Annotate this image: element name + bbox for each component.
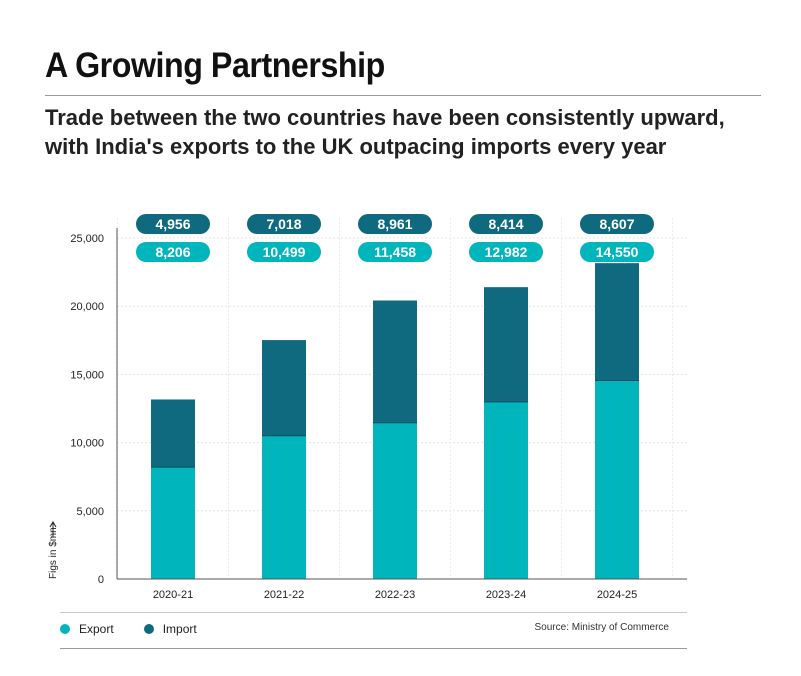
- y-tick-label: 15,000: [70, 369, 104, 381]
- axis-layer: 0 5,000 10,000 15,000 20,000 25,000 Figs in $m…: [48, 228, 687, 601]
- export-value-pill: [136, 242, 210, 262]
- import-value-pill: [247, 214, 321, 234]
- import-value-label: 7,018: [266, 216, 301, 232]
- bar-export-2024-25: [595, 380, 639, 579]
- export-value-label: 8,206: [155, 244, 190, 260]
- import-value-pill: [580, 214, 654, 234]
- source-note: Source: Ministry of Commerce: [534, 622, 669, 633]
- x-tick-label: 2023-24: [486, 589, 526, 601]
- bar-import-2022-23: [373, 300, 417, 423]
- x-tick-label: 2024-25: [597, 589, 637, 601]
- footer-divider: [60, 648, 687, 649]
- bar-export-2021-22: [262, 435, 306, 579]
- import-value-label: 8,961: [377, 216, 412, 232]
- export-value-label: 12,982: [485, 244, 528, 260]
- import-value-pill: [358, 214, 432, 234]
- import-value-label: 8,414: [488, 216, 523, 232]
- bars-layer: [151, 263, 639, 579]
- legend-import-label: Import: [162, 622, 197, 636]
- import-swatch: [143, 624, 154, 634]
- legend-export-label: Export: [79, 622, 114, 636]
- import-value-pill: [469, 214, 543, 234]
- legend-item-export: Export: [60, 622, 114, 636]
- legend-item-import: Import: [143, 622, 197, 636]
- y-tick-label: 5,000: [76, 506, 104, 518]
- import-value-label: 8,607: [599, 216, 634, 232]
- bar-import-2023-24: [484, 287, 528, 402]
- bar-export-2020-21: [151, 467, 195, 579]
- export-value-pill: [469, 242, 543, 262]
- legend-divider: [60, 612, 687, 613]
- x-tick-label: 2020-21: [153, 589, 193, 601]
- y-axis-title: Figs in $mn: [48, 527, 59, 579]
- value-labels-layer: 4,956 8,206 7,018 10,499 8,961 11,458 8,414 12,…: [136, 214, 654, 262]
- y-tick-label: 25,000: [70, 233, 104, 245]
- x-tick-label: 2021-22: [264, 589, 304, 601]
- import-value-label: 4,956: [155, 216, 190, 232]
- export-value-pill: [580, 242, 654, 262]
- export-value-pill: [247, 242, 321, 262]
- export-value-label: 11,458: [374, 244, 416, 260]
- y-axis-arrow-icon: [49, 521, 57, 537]
- title-divider: [45, 95, 761, 96]
- export-value-pill: [358, 242, 432, 262]
- y-tick-label: 20,000: [70, 301, 104, 313]
- import-value-pill: [136, 214, 210, 234]
- x-tick-label: 2022-23: [375, 589, 415, 601]
- y-tick-label: 10,000: [70, 438, 104, 450]
- bar-export-2023-24: [484, 401, 528, 579]
- chart-title: A Growing Partnership: [45, 46, 385, 85]
- export-value-label: 14,550: [596, 244, 639, 260]
- subtitle-line-2: with India's exports to the UK outpacing…: [45, 134, 667, 159]
- export-value-label: 10,499: [263, 244, 306, 260]
- bar-import-2021-22: [262, 340, 306, 436]
- subtitle-line-1: Trade between the two countries have bee…: [45, 105, 725, 130]
- y-tick-label: 0: [98, 574, 104, 586]
- bar-export-2022-23: [373, 422, 417, 579]
- bar-import-2020-21: [151, 399, 195, 468]
- legend: Export Import: [60, 619, 197, 639]
- chart-subtitle: Trade between the two countries have bee…: [45, 103, 775, 161]
- export-swatch: [60, 624, 70, 634]
- bar-import-2024-25: [595, 263, 639, 381]
